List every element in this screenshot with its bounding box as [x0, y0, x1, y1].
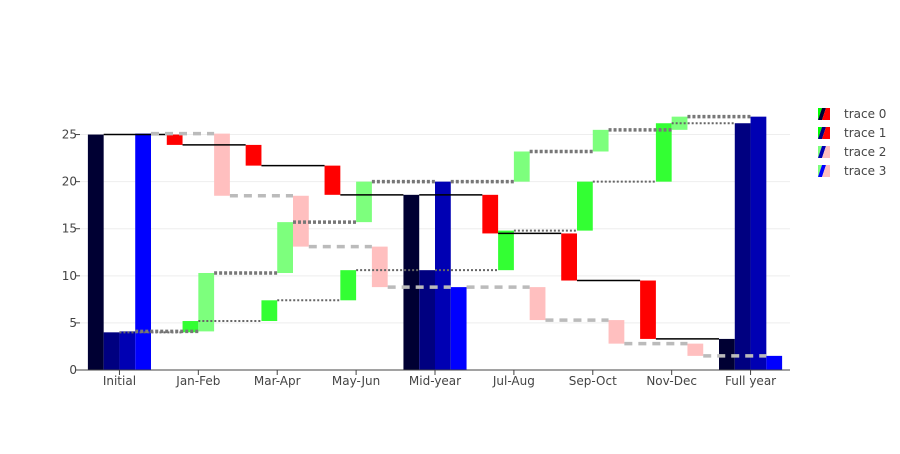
- y-tick-label: 20: [62, 175, 77, 189]
- y-tick-label: 10: [62, 269, 77, 283]
- bar-trace-2-5: [513, 151, 530, 182]
- bar-trace-3-0: [135, 133, 151, 370]
- bar-trace-0-4: [403, 194, 420, 370]
- legend-label: trace 3: [844, 164, 886, 178]
- bar-trace-2-6: [592, 129, 609, 152]
- legend-swatch-total: [818, 146, 826, 158]
- bar-trace-2-0: [119, 331, 136, 370]
- legend-item-trace-1[interactable]: trace 1: [818, 126, 886, 140]
- bar-trace-1-4: [419, 270, 435, 370]
- bar-trace-3-7: [687, 343, 704, 356]
- legend-swatch-total: [818, 108, 826, 120]
- x-tick-label: Full year: [725, 374, 776, 388]
- bar-trace-1-7: [655, 123, 672, 182]
- bar-trace-0-5: [482, 194, 499, 234]
- legend-label: trace 1: [844, 126, 886, 140]
- y-tick-label: 25: [62, 128, 77, 142]
- x-tick-label: Nov-Dec: [646, 374, 697, 388]
- connectors: [103, 114, 767, 358]
- bar-trace-1-6: [577, 181, 593, 231]
- x-tick-label: Mar-Apr: [254, 374, 301, 388]
- bar-trace-3-3: [371, 246, 388, 288]
- bar-trace-0-6: [561, 233, 577, 281]
- bar-trace-1-3: [340, 270, 357, 301]
- bar-trace-1-5: [498, 230, 514, 271]
- bar-trace-1-0: [103, 332, 120, 370]
- bar-trace-0-3: [324, 165, 341, 195]
- legend-swatch-decreasing: [822, 127, 830, 139]
- bar-trace-3-4: [450, 287, 467, 370]
- bars: [87, 116, 783, 370]
- x-tick-label: Jul-Aug: [492, 374, 535, 388]
- legend-swatch-total: [818, 127, 826, 139]
- y-tick-label: 0: [69, 363, 77, 377]
- legend[interactable]: trace 0 trace 1 trace 2 trace 3: [818, 107, 886, 178]
- bar-trace-1-8: [734, 123, 751, 370]
- bar-trace-2-7: [671, 116, 688, 130]
- legend-swatch-decreasing: [822, 108, 830, 120]
- bar-trace-1-2: [261, 300, 278, 322]
- legend-label: trace 0: [844, 107, 886, 121]
- x-tick-label: May-Jun: [332, 374, 380, 388]
- legend-item-trace-3[interactable]: trace 3: [818, 164, 886, 178]
- bar-trace-0-0: [87, 134, 104, 370]
- bar-trace-2-3: [356, 181, 372, 223]
- legend-label: trace 2: [844, 145, 886, 159]
- y-tick-label: 15: [62, 222, 77, 236]
- bar-trace-0-8: [719, 338, 735, 370]
- bar-trace-3-6: [608, 320, 625, 344]
- bar-trace-0-1: [166, 134, 183, 145]
- bar-trace-2-4: [435, 181, 451, 370]
- bar-trace-3-5: [529, 287, 546, 321]
- axes: 0 5 10 15 20 25 Initial Jan-Feb Mar-Apr May-Jun Mi…: [62, 128, 790, 388]
- bar-trace-2-8: [750, 116, 767, 370]
- x-tick-label: Mid-year: [409, 374, 461, 388]
- bar-trace-0-7: [640, 280, 656, 339]
- bar-trace-0-2: [245, 144, 262, 166]
- bar-trace-2-1: [198, 272, 215, 332]
- x-tick-label: Initial: [103, 374, 136, 388]
- legend-swatch-decreasing: [822, 165, 830, 177]
- bar-trace-1-1: [182, 321, 199, 333]
- legend-swatch-total: [818, 165, 826, 177]
- x-tick-label: Sep-Oct: [569, 374, 617, 388]
- y-tick-label: 5: [69, 316, 77, 330]
- legend-swatch-decreasing: [822, 146, 830, 158]
- x-tick-label: Jan-Feb: [175, 374, 220, 388]
- legend-item-trace-0[interactable]: trace 0: [818, 107, 886, 121]
- bar-trace-3-1: [214, 133, 230, 196]
- legend-item-trace-2[interactable]: trace 2: [818, 145, 886, 159]
- bar-trace-2-2: [277, 222, 293, 273]
- bar-trace-3-8: [766, 355, 783, 370]
